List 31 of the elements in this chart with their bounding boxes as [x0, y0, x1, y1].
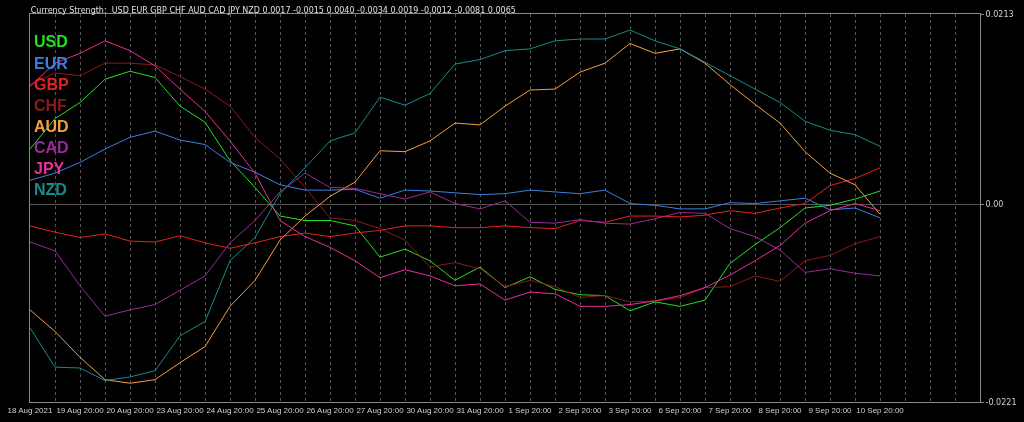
- text: GBP: [34, 76, 69, 93]
- line-series: [30, 130, 881, 219]
- x-tick-label: 18 Aug 2021: [7, 405, 54, 415]
- x-tick-label: 31 Aug 20:00: [456, 405, 505, 415]
- x-tick-label: 6 Sep 20:00: [658, 405, 703, 415]
- text: NZD: [34, 181, 67, 198]
- text: USD: [34, 33, 68, 50]
- x-tick-label: 24 Aug 20:00: [206, 405, 255, 415]
- x-tick-label: 19 Aug 20:00: [56, 405, 105, 415]
- x-tick-label: 10 Sep 20:00: [856, 405, 905, 415]
- y-tick-label: 0.0213: [985, 9, 1014, 19]
- text: AUD: [34, 118, 69, 135]
- x-tick-label: 30 Aug 20:00: [406, 405, 455, 415]
- x-tick-label: 23 Aug 20:00: [156, 405, 205, 415]
- x-tick-label: 8 Sep 20:00: [758, 405, 803, 415]
- x-tick-label: 25 Aug 20:00: [256, 405, 305, 415]
- x-tick-label: 7 Sep 20:00: [708, 405, 753, 415]
- x-tick-label: 27 Aug 20:00: [356, 405, 405, 415]
- text: JPY: [34, 160, 65, 177]
- series-label: CHF: [34, 97, 68, 114]
- x-tick-label: 9 Sep 20:00: [808, 405, 853, 415]
- x-tick-label: 2 Sep 20:00: [558, 405, 603, 415]
- x-tick-label: 20 Aug 20:00: [106, 405, 155, 415]
- y-tick-label: 0.00: [985, 200, 1004, 210]
- x-tick-label: 26 Aug 20:00: [306, 405, 355, 415]
- chart-title: Currency Strength: USD EUR GBP CHF AUD CAD JPY NZD 0.0017 -0.0015 0.0040 -0.0034 0.0019 -0.0012 -0.0081 0.0065: [30, 5, 516, 15]
- x-tick-label: 1 Sep 20:00: [508, 405, 553, 415]
- text: CAD: [34, 139, 69, 156]
- line-series: [30, 172, 881, 317]
- y-tick-label: -0.0221: [985, 397, 1017, 407]
- x-tick-label: 3 Sep 20:00: [608, 405, 653, 415]
